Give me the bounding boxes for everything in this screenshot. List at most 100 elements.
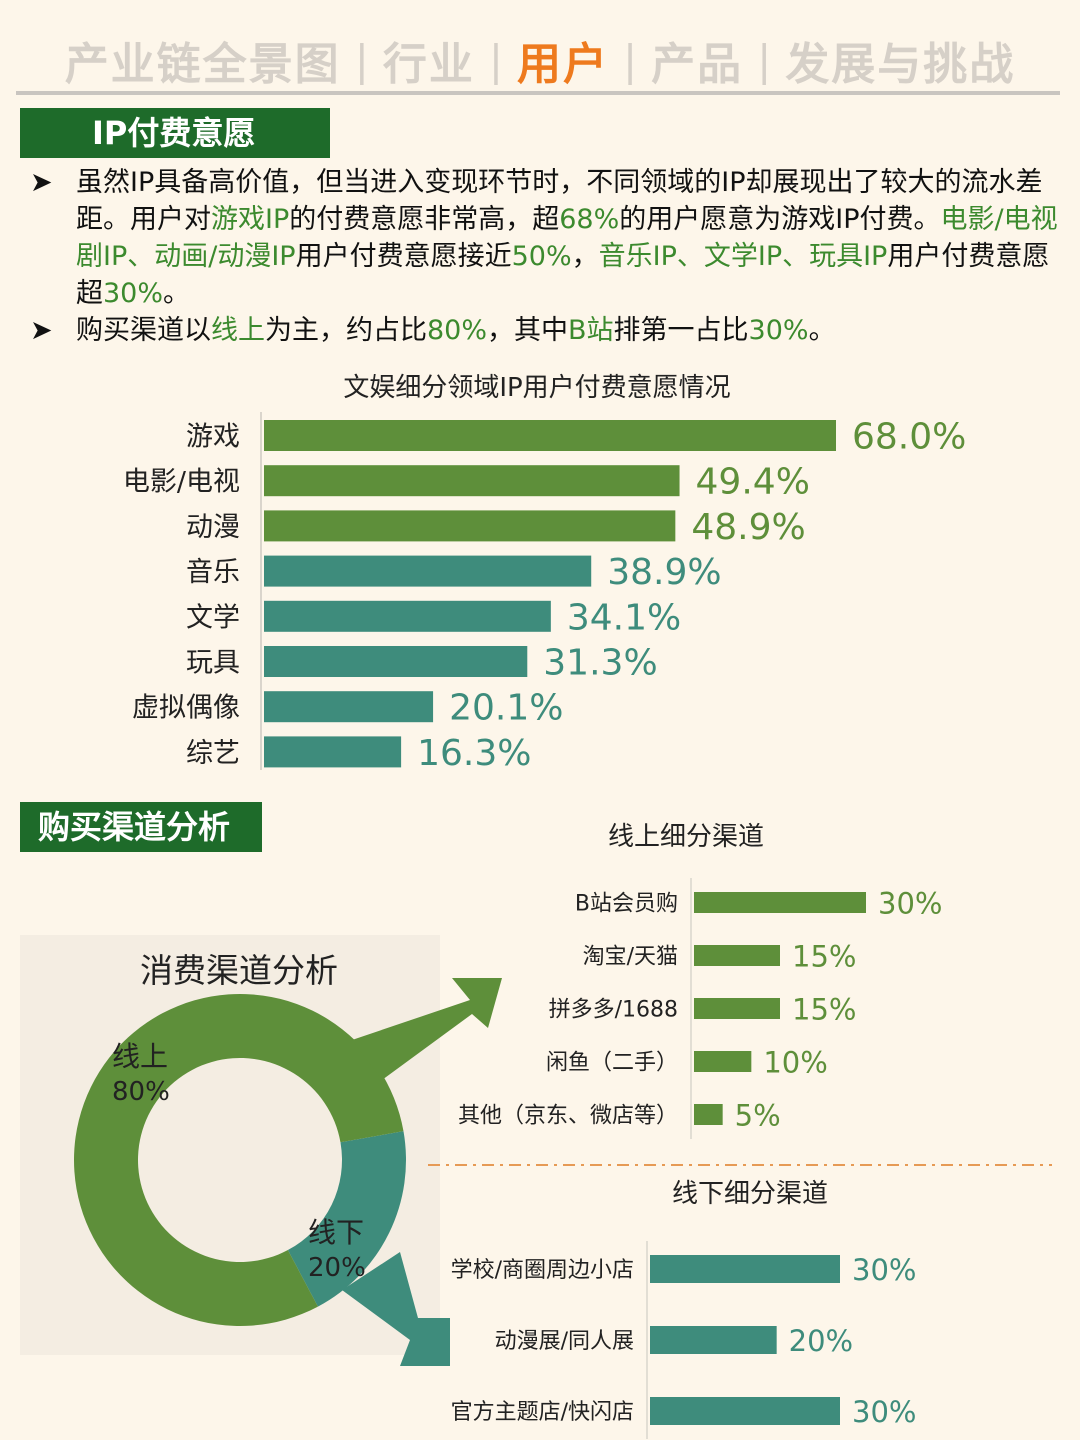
chart-title: 线上细分渠道 <box>608 822 764 852</box>
slice-value-offline: 20% <box>308 1253 366 1283</box>
bar-1 <box>264 465 680 497</box>
value-label: 20% <box>789 1324 853 1358</box>
bar-0 <box>694 892 866 913</box>
bar-4 <box>264 600 551 632</box>
category-label: 学校/商圈周边小店 <box>451 1258 634 1283</box>
bar-4 <box>694 1104 723 1125</box>
value-label: 48.9% <box>691 507 805 548</box>
category-label: 音乐 <box>186 557 240 588</box>
highlight-text: 50% <box>511 241 572 272</box>
category-label: 游戏 <box>186 422 240 453</box>
value-label: 49.4% <box>696 462 810 503</box>
body-text: 为主，约占比 <box>265 315 427 346</box>
value-label: 38.9% <box>607 552 721 593</box>
highlight-text: 游戏IP <box>211 204 290 235</box>
category-label: 综艺 <box>186 738 240 769</box>
bar-6 <box>264 691 434 723</box>
slice-label-online: 线上 <box>112 1040 168 1073</box>
top-nav: 产业链全景图 | 行业 | 用户 | 产品 | 发展与挑战 <box>0 28 1080 92</box>
body-text: 用户付费意愿超 <box>76 241 1050 309</box>
chart-title: 文娱细分领域IP用户付费意愿情况 <box>343 373 730 403</box>
donut-slice-0 <box>287 1131 406 1307</box>
bar-0 <box>264 420 836 451</box>
body-text: 购买渠道以 <box>76 315 211 346</box>
bar-2 <box>650 1397 840 1425</box>
bar-2 <box>264 510 676 542</box>
chart-title: 线下细分渠道 <box>672 1179 828 1209</box>
body-text: ， <box>571 241 599 272</box>
value-label: 34.1% <box>567 597 681 638</box>
arrow-to-online-icon <box>352 978 502 1080</box>
nav-item-product[interactable]: 产品 <box>651 39 744 90</box>
category-label: 其他（京东、微店等） <box>458 1104 678 1129</box>
bar-3 <box>264 555 592 587</box>
highlight-text: 电影/电视剧IP、动画/动漫IP <box>76 204 1058 272</box>
category-label: 闲鱼（二手） <box>546 1051 678 1076</box>
arrow-to-offline-icon <box>342 1252 450 1366</box>
nav-separator: | <box>623 35 638 85</box>
nav-item-user[interactable]: 用户 <box>517 39 609 90</box>
body-text: 。 <box>808 315 836 346</box>
bullet-ip-value: ➤ 虽然IP具备高价值，但当进入变现环节时，不同领域的IP却展现出了较大的流水差… <box>30 164 1070 312</box>
nav-item-industry[interactable]: 行业 <box>382 39 475 90</box>
highlight-text: B站 <box>568 315 614 346</box>
arrow-bullet-icon: ➤ <box>30 315 53 346</box>
category-label: 电影/电视 <box>123 467 240 498</box>
value-label: 5% <box>735 1099 781 1133</box>
category-label: 动漫展/同人展 <box>495 1329 634 1354</box>
donut-slice-1 <box>73 994 404 1326</box>
section-header-ip-payment: IP付费意愿 <box>20 108 330 158</box>
body-text: 的付费意愿非常高，超 <box>289 204 560 235</box>
value-label: 15% <box>792 940 856 974</box>
bar-5 <box>264 646 528 677</box>
bar-3 <box>694 1051 752 1072</box>
category-label: 文学 <box>186 602 240 633</box>
value-label: 31.3% <box>543 643 657 684</box>
highlight-text: 30% <box>748 315 809 346</box>
donut-title: 消费渠道分析 <box>140 951 338 990</box>
value-label: 16.3% <box>417 733 531 774</box>
section-header-channel: 购买渠道分析 <box>20 802 262 852</box>
body-text: 虽然IP具备高价值，但当进入变现环节时，不同领域的IP却展现出了较大的流水差距。… <box>76 167 1043 235</box>
body-text: 的用户愿意为游戏IP付费。 <box>619 204 941 235</box>
category-label: 动漫 <box>186 512 240 543</box>
bar-7 <box>264 736 402 768</box>
bullet-text: 购买渠道以线上为主，约占比80%，其中B站排第一占比30%。 <box>76 315 836 346</box>
value-label: 68.0% <box>852 417 966 458</box>
summary-bullets: ➤ 虽然IP具备高价值，但当进入变现环节时，不同领域的IP却展现出了较大的流水差… <box>30 164 1070 349</box>
value-label: 15% <box>792 993 856 1027</box>
bullet-text: 虽然IP具备高价值，但当进入变现环节时，不同领域的IP却展现出了较大的流水差距。… <box>76 167 1058 309</box>
bar-1 <box>650 1326 777 1354</box>
body-text: 。 <box>163 278 191 309</box>
highlight-text: 音乐IP、文学IP、玩具IP <box>598 241 888 272</box>
slice-label-offline: 线下 <box>308 1216 364 1249</box>
category-label: 拼多多/1688 <box>549 998 678 1023</box>
nav-separator: | <box>354 35 369 85</box>
highlight-text: 68% <box>559 204 620 235</box>
nav-divider <box>16 91 1060 95</box>
highlight-text: 线上 <box>211 315 265 346</box>
category-label: 玩具 <box>186 648 240 679</box>
nav-separator: | <box>757 35 772 85</box>
category-label: B站会员购 <box>575 892 678 917</box>
nav-item-chain[interactable]: 产业链全景图 <box>64 39 341 90</box>
slice-value-online: 80% <box>112 1077 170 1107</box>
highlight-text: 30% <box>103 278 164 309</box>
arrow-bullet-icon: ➤ <box>30 167 53 198</box>
highlight-text: 80% <box>427 315 488 346</box>
value-label: 20.1% <box>449 688 563 729</box>
bar-0 <box>650 1255 840 1283</box>
nav-item-challenge[interactable]: 发展与挑战 <box>785 39 1016 90</box>
bar-1 <box>694 945 780 966</box>
bullet-channel: ➤ 购买渠道以线上为主，约占比80%，其中B站排第一占比30%。 <box>30 312 1070 349</box>
body-text: 用户付费意愿接近 <box>295 241 512 272</box>
value-label: 10% <box>763 1046 827 1080</box>
body-text: 排第一占比 <box>613 315 749 346</box>
value-label: 30% <box>852 1395 916 1429</box>
bar-2 <box>694 998 780 1019</box>
body-text: ，其中 <box>487 315 569 346</box>
